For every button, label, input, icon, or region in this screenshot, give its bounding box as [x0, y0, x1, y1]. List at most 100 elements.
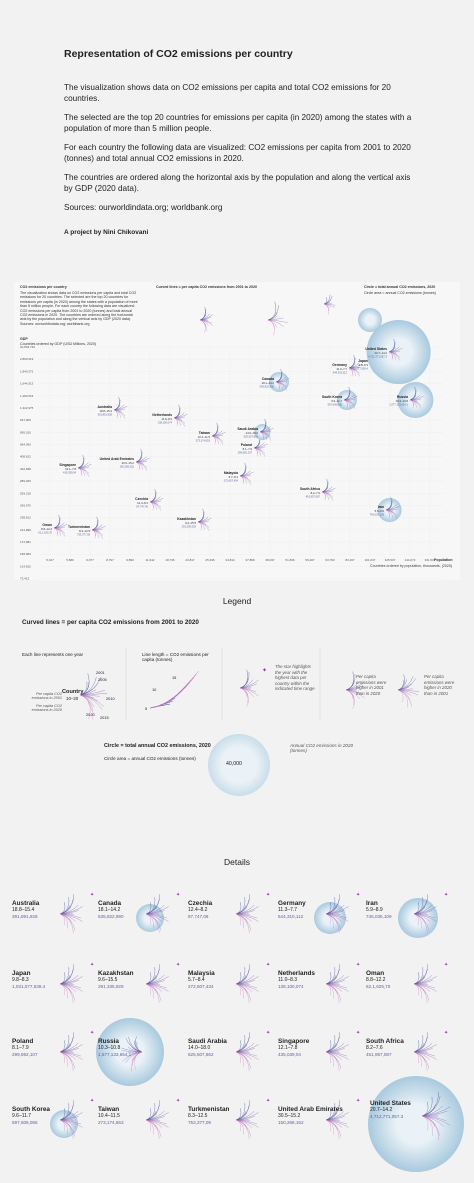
country-name-text: Japan [12, 970, 31, 977]
legend-y2005: 2005 [98, 677, 107, 682]
y-tick-label: 172,981 [20, 540, 31, 544]
legend-country-range: 10–20 [66, 696, 79, 701]
country-card-russia: Russia 10.3–10.8 1,577,133,654.1 [96, 1018, 188, 1090]
country-range: 9.6–11.7 [12, 1113, 32, 1119]
country-name: United Arab Emirates 30.5–15.2 150,268,152 [278, 1106, 343, 1126]
poster-glyph [385, 496, 400, 519]
poster-country-total: 1,577,133,654.1 [389, 403, 408, 407]
intro-paragraph-4: The countries are ordered along the hori… [64, 173, 411, 193]
country-name: Oman 8.8–12.2 62,1,625,70 [366, 970, 390, 990]
legend-diagram: ✦ [79, 648, 420, 720]
country-card-poland: ✦ Poland 8.1–7.9 299,592,107 [12, 1022, 102, 1090]
star-icon: ✦ [90, 962, 94, 968]
country-range: 8.1–7.9 [12, 1045, 29, 1051]
country-card-south-korea: ✦ South Korea 9.6–11.7 597,605,055 [12, 1090, 102, 1158]
poster-glyph [343, 386, 358, 409]
country-card-malaysia: ✦ Malaysia 5.7–8.4 272,607,434 [188, 954, 278, 1022]
country-fan [59, 964, 83, 1004]
country-range: 5.7–8.4 [188, 977, 205, 983]
country-name-text: Turkmenistan [188, 1106, 230, 1113]
poster-country-label: Poland [241, 443, 252, 447]
poster-country-total: 1,031,077,538.4 [349, 367, 368, 371]
country-fan [59, 1032, 83, 1072]
poster-country-label: Oman [42, 523, 52, 527]
poster-country-total: 62,1,625,70 [38, 531, 52, 535]
country-total: 625,507,862 [188, 1052, 214, 1057]
star-icon: ✦ [90, 892, 94, 898]
country-glyph: ✦ [59, 962, 94, 1004]
poster-circle-area: Circle area = annual CO2 emissions (tonn… [364, 291, 436, 295]
poster-country-total: 138,100,074 [158, 421, 173, 425]
poster-country-range: 10.3–10.8 [396, 399, 409, 403]
overview-chart: 20,893,746 2,869,919 1,840,372 1,644,313 1,4… [20, 294, 444, 580]
x-tick-label: 144,073 [405, 558, 416, 562]
legend-line-length: Line length = CO2 emissions per capita (… [142, 652, 209, 662]
poster-country-label: Canada [262, 377, 274, 381]
country-fan [325, 1100, 349, 1140]
star-icon: ✦ [266, 1030, 270, 1036]
y-tick-label: 937,905 [20, 418, 31, 422]
poster-country-range: 18.8–15.4 [100, 409, 113, 413]
country-range: 18.8–15.4 [12, 907, 35, 913]
country-range: 9.6–15.5 [98, 977, 118, 983]
country-name: Poland 8.1–7.9 299,592,107 [12, 1038, 38, 1058]
star-icon: ✦ [90, 1030, 94, 1036]
country-bubble [314, 902, 346, 934]
country-name-text: Canada [98, 900, 122, 907]
country-total: 753,377,09 [188, 1120, 211, 1125]
poster-country-range: 12.4–8.2 [137, 501, 148, 505]
country-name: United States 20.7–14.2 4,712,771,057.3 [370, 1100, 411, 1120]
y-tick-label: 245,970 [20, 503, 31, 507]
star-icon: ✦ [356, 892, 360, 898]
poster-glyph [113, 396, 128, 419]
country-range: 12.1–7.8 [278, 1045, 298, 1051]
poster-head-3: Circle = total annual CO2 emissions, 202… [364, 285, 436, 289]
intro-section: Representation of CO2 emissions per coun… [64, 48, 416, 246]
country-name-text: Saudi Arabia [188, 1038, 227, 1045]
country-name: Kazakhstan 9.6–15.5 291,335,929 [98, 970, 134, 990]
country-fan [325, 894, 349, 934]
y-tick-label: 1,483,516 [20, 394, 34, 398]
legend-star-fan [239, 669, 259, 707]
x-tick-label: 11,642 [146, 558, 155, 562]
poster-glyph [275, 368, 290, 391]
star-icon: ✦ [444, 1030, 448, 1036]
country-glyph: ✦ [325, 962, 360, 1004]
poster-head-1: CO2 emissions per country [20, 285, 67, 289]
x-tick-label: 125,507 [385, 558, 396, 562]
poster-country-total: 745,035,109 [370, 513, 385, 517]
credit-text: A project by Nini Chikovani [64, 229, 149, 236]
country-total: 391,891,928 [12, 914, 38, 919]
country-fan [145, 894, 169, 934]
country-card-netherlands: ✦ Netherlands 11.0–8.3 138,100,074 [278, 954, 368, 1022]
legend-star-note: The star highlights the year with the hi… [275, 664, 315, 692]
country-total: 4,712,771,057.3 [370, 1114, 404, 1119]
legend-higher-2001-fan [345, 671, 365, 709]
poster-country-label: Germany [332, 363, 347, 367]
country-glyph: ✦ [136, 892, 180, 934]
poster-country-total: 451,957,087 [306, 495, 321, 499]
country-name: South Korea 9.6–11.7 597,605,055 [12, 1106, 50, 1126]
country-name-text: Russia [98, 1038, 119, 1045]
country-total: 87,747,06 [188, 914, 209, 919]
poster-country-label: Turkmenistan [68, 525, 90, 529]
country-fan [145, 964, 169, 1004]
country-total: 272,607,434 [188, 984, 214, 989]
poster-country-label: Czechia [135, 497, 148, 501]
country-total: 451,957,087 [366, 1052, 392, 1057]
country-name: Netherlands 11.0–8.3 138,100,074 [278, 970, 315, 990]
country-name-text: Taiwan [98, 1106, 120, 1113]
country-fan [413, 894, 437, 934]
poster-country-range: 9.6–11.7 [331, 399, 342, 403]
legend-circle-area: Circle area = annual CO2 emissions (tonn… [104, 756, 196, 761]
star-icon: ✦ [356, 962, 360, 968]
country-name: Australia 18.8–15.4 391,891,928 [12, 900, 39, 920]
star-icon: ✦ [266, 892, 270, 898]
poster-country-range: 10.4–11.5 [198, 435, 211, 439]
country-name: Taiwan 10.4–11.5 273,174,653 [98, 1106, 124, 1126]
poster-country-range: 8.2–7.6 [311, 491, 321, 495]
country-name-text: Iran [366, 900, 378, 907]
country-card-saudi-arabia: ✦ Saudi Arabia 14.0–18.0 625,507,862 [188, 1022, 278, 1090]
country-total: 435,039,04 [278, 1052, 301, 1057]
population-axis-sub: Countries ordered by population, thousan… [370, 564, 453, 568]
